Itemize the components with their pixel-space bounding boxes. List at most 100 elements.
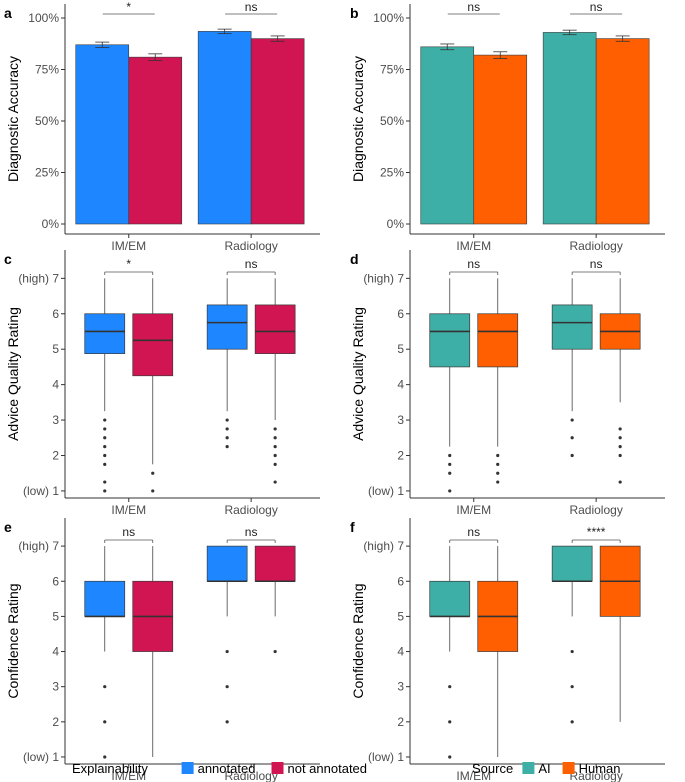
y-tick-label: (high) 7: [363, 539, 404, 553]
outlier-point: [618, 480, 622, 484]
y-tick-label: 4: [397, 378, 404, 392]
outlier-point: [273, 649, 277, 654]
box: [132, 313, 174, 377]
legend-swatch: [181, 762, 194, 774]
y-tick-label: 50%: [35, 114, 59, 128]
legend-swatch: [562, 762, 575, 774]
y-tick-label: 75%: [35, 63, 59, 77]
x-tick-label: Radiology: [224, 769, 277, 782]
outlier-point: [570, 685, 574, 689]
outlier-point: [103, 755, 107, 759]
bar: [250, 38, 305, 225]
outlier-point: [448, 489, 452, 493]
legend-label: annotated: [198, 761, 256, 776]
panel-e: e Confidence Rating (low) 1 2 3 4 5 6 (high) 7 IM…: [4, 518, 320, 782]
outlier-point: [618, 436, 622, 440]
significance-label: ****: [587, 525, 606, 539]
x-tick-label: Radiology: [224, 503, 277, 517]
outlier-point: [103, 453, 107, 458]
significance-label: ns: [245, 0, 258, 14]
outlier-point: [273, 453, 277, 458]
box: [254, 304, 296, 354]
box: [551, 545, 593, 582]
panel-tag: a: [4, 5, 12, 21]
significance-label: ns: [122, 525, 135, 539]
panel-tag: c: [4, 251, 12, 267]
box: [429, 580, 471, 617]
y-tick-label: 2: [397, 448, 404, 462]
legend-swatch: [271, 762, 284, 774]
y-tick-label: (low) 1: [23, 750, 59, 764]
y-axis-label: Advice Quality Rating: [5, 307, 21, 441]
outlier-point: [103, 436, 107, 440]
panel-tag: f: [350, 519, 355, 535]
outlier-point: [225, 445, 229, 449]
significance-label: ns: [467, 0, 480, 14]
box: [254, 545, 296, 582]
box: [84, 580, 126, 617]
y-tick-label: 3: [52, 413, 59, 427]
outlier-point: [618, 445, 622, 449]
legend-title: Source: [472, 761, 513, 776]
significance-label: ns: [590, 0, 603, 14]
bar: [595, 38, 650, 225]
y-tick-label: 5: [52, 609, 59, 623]
outlier-point: [496, 480, 500, 484]
outlier-point: [496, 453, 500, 458]
x-tick-label: Radiology: [569, 239, 622, 253]
y-tick-label: 0%: [387, 217, 405, 231]
significance-label: *: [126, 0, 131, 14]
significance-label: ns: [590, 257, 603, 271]
y-tick-label: 6: [397, 574, 404, 588]
y-tick-label: 3: [397, 413, 404, 427]
y-tick-label: 100%: [373, 11, 404, 25]
y-tick-label: 6: [397, 307, 404, 321]
outlier-point: [448, 471, 452, 475]
outlier-point: [448, 755, 452, 759]
outlier-point: [570, 418, 574, 422]
box: [551, 304, 593, 350]
y-tick-label: (low) 1: [368, 750, 404, 764]
y-tick-label: (low) 1: [23, 484, 59, 498]
y-tick-label: 3: [52, 680, 59, 694]
legend-explainability: Explainability annotated not annotated: [72, 761, 367, 776]
outlier-point: [225, 427, 229, 431]
outlier-point: [496, 462, 500, 466]
outlier-point: [570, 649, 574, 654]
significance-label: ns: [245, 257, 258, 271]
outlier-point: [448, 685, 452, 689]
legend-label: AI: [538, 761, 550, 776]
y-tick-label: 5: [397, 609, 404, 623]
y-axis-label: Diagnostic Accuracy: [5, 56, 21, 182]
outlier-point: [225, 418, 229, 422]
y-tick-label: (high) 7: [363, 271, 404, 285]
y-tick-label: 2: [52, 715, 59, 729]
outlier-point: [103, 427, 107, 431]
outlier-point: [618, 427, 622, 431]
y-tick-label: 5: [52, 342, 59, 356]
y-axis-label: Diagnostic Accuracy: [350, 56, 366, 182]
box: [206, 304, 248, 350]
y-tick-label: 4: [52, 378, 59, 392]
outlier-point: [103, 685, 107, 689]
y-tick-label: 25%: [380, 166, 404, 180]
panel-tag: e: [4, 519, 12, 535]
box: [84, 313, 126, 354]
legend-swatch: [522, 762, 535, 774]
outlier-point: [225, 685, 229, 689]
y-tick-label: (low) 1: [368, 484, 404, 498]
legend-title: Explainability: [72, 761, 148, 776]
x-tick-label: IM/EM: [456, 503, 491, 517]
outlier-point: [103, 480, 107, 484]
outlier-point: [570, 453, 574, 458]
outlier-point: [103, 489, 107, 493]
y-tick-label: 50%: [380, 114, 404, 128]
panel-c: c Advice Quality Rating (low) 1 2 3 4 5 6 (high)…: [4, 250, 320, 517]
significance-label: *: [126, 257, 131, 271]
outlier-point: [103, 445, 107, 449]
panel-tag: d: [350, 251, 359, 267]
panel-a: a Diagnostic Accuracy 0% 25% 50% 75% 100% IM/EM…: [4, 0, 320, 253]
outlier-point: [273, 436, 277, 440]
x-tick-label: IM/EM: [456, 239, 491, 253]
panel-d: d Advice Quality Rating (low) 1 2 3 4 5 6 (high)…: [350, 250, 665, 517]
